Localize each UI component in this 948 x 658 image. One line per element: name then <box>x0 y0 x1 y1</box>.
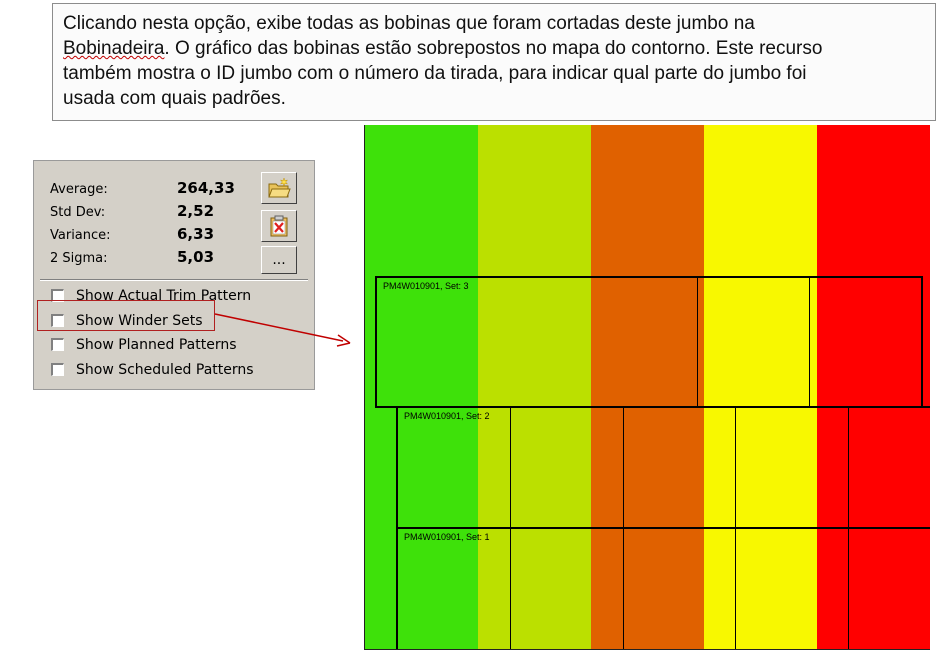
open-folder-icon <box>268 177 291 198</box>
roll-divider <box>623 408 624 527</box>
roll-divider <box>623 529 624 649</box>
stat-value: 6,33 <box>177 225 215 243</box>
stat-value: 264,33 <box>177 179 235 197</box>
checkbox[interactable] <box>51 362 64 376</box>
clear-clipboard-button[interactable] <box>261 210 297 242</box>
stats-list: Average: 264,33 Std Dev: 2,52 Variance: … <box>47 176 247 268</box>
clipboard-delete-icon <box>270 215 288 237</box>
stat-label: 2 Sigma: <box>50 251 108 266</box>
profile-band-1 <box>365 125 478 649</box>
stat-label: Average: <box>50 182 108 197</box>
stat-row-std-dev: Std Dev: 2,52 <box>47 199 247 222</box>
roll-divider <box>848 408 849 527</box>
callout-bobinadeira-word: Bobinadeira <box>63 38 165 59</box>
winder-set-label: PM4W010901, Set: 1 <box>404 532 490 542</box>
winder-set-label: PM4W010901, Set: 2 <box>404 411 490 421</box>
callout-line-4: usada com quais padrões. <box>63 88 286 109</box>
callout-line-1: Clicando nesta opção, exibe todas as bob… <box>63 13 755 34</box>
more-options-button[interactable]: ... <box>261 246 297 274</box>
stat-row-average: Average: 264,33 <box>47 176 247 199</box>
option-show-scheduled-patterns[interactable]: Show Scheduled Patterns <box>49 357 289 382</box>
callout-line-3: também mostra o ID jumbo com o número da… <box>63 63 807 84</box>
option-label: Show Scheduled Patterns <box>76 361 254 378</box>
statistics-panel: Average: 264,33 Std Dev: 2,52 Variance: … <box>33 160 315 390</box>
roll-divider <box>848 529 849 649</box>
stat-value: 5,03 <box>177 248 215 266</box>
roll-divider <box>510 529 511 649</box>
winder-sets-highlight-box <box>37 300 215 331</box>
stat-row-variance: Variance: 6,33 <box>47 222 247 245</box>
winder-set-label: PM4W010901, Set: 3 <box>383 281 469 291</box>
stat-label: Variance: <box>50 228 111 243</box>
profile-band-5 <box>817 125 930 649</box>
option-label: Show Winder Sets <box>76 312 203 329</box>
profile-band-4 <box>704 125 817 649</box>
callout-text-box: Clicando nesta opção, exibe todas as bob… <box>52 3 936 121</box>
option-show-planned-patterns[interactable]: Show Planned Patterns <box>49 332 289 357</box>
profile-band-2 <box>478 125 591 649</box>
option-show-winder-sets[interactable]: Show Winder Sets <box>49 308 289 333</box>
panel-divider <box>40 279 308 281</box>
winder-set-2: PM4W010901, Set: 2 <box>396 406 930 529</box>
checkbox[interactable] <box>51 289 64 302</box>
option-label: Show Planned Patterns <box>76 337 237 353</box>
checkbox[interactable] <box>51 338 64 351</box>
roll-divider <box>735 529 736 649</box>
callout-line-2-rest: . O gráfico das bobinas estão sobreposto… <box>164 38 823 59</box>
roll-divider <box>697 278 698 406</box>
winder-set-1: PM4W010901, Set: 1 <box>396 527 930 649</box>
roll-divider <box>809 278 810 406</box>
checkbox[interactable] <box>51 313 64 327</box>
winder-set-3: PM4W010901, Set: 3 <box>375 276 923 408</box>
profile-map: PM4W010901, Set: 3 PM4W010901, Set: 2 PM… <box>364 125 930 650</box>
profile-band-3 <box>591 125 704 649</box>
stat-value: 2,52 <box>177 202 215 220</box>
callout-line-2: Bobinadeira. O gráfico das bobinas estão… <box>63 36 925 61</box>
stat-row-2-sigma: 2 Sigma: 5,03 <box>47 245 247 268</box>
roll-divider <box>510 408 511 527</box>
open-folder-button[interactable] <box>261 172 297 204</box>
stat-label: Std Dev: <box>50 205 106 220</box>
roll-divider <box>735 408 736 527</box>
